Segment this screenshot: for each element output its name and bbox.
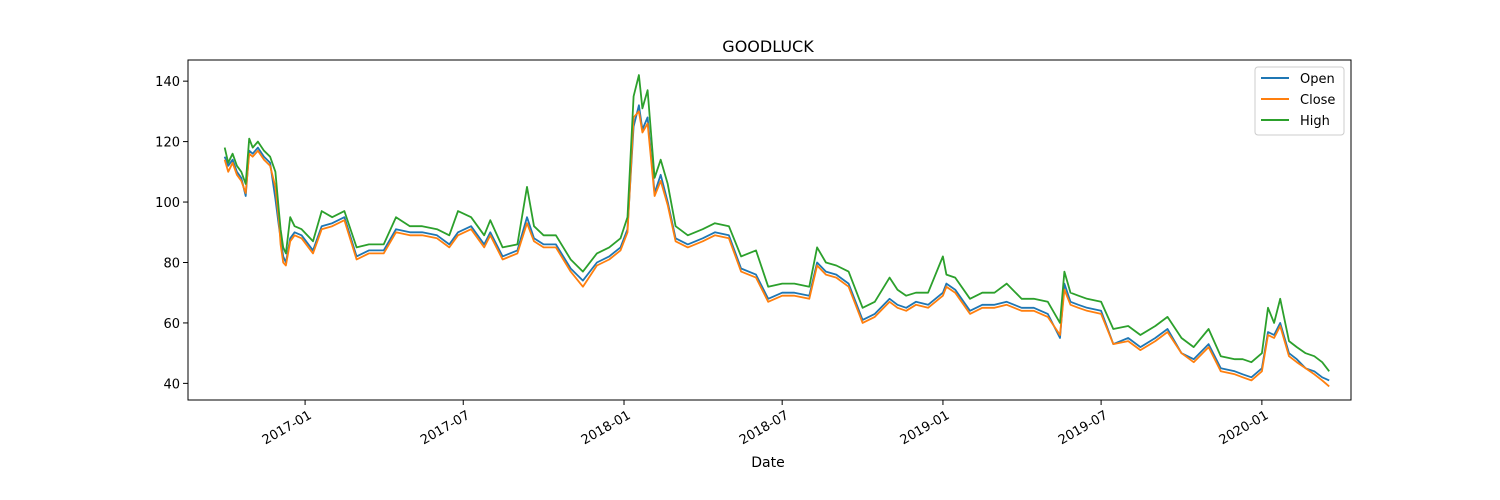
series-line-close <box>223 110 1330 388</box>
legend-label-close: Close <box>1300 93 1335 108</box>
y-tick-label: 120 <box>155 136 180 151</box>
series-line-open <box>223 104 1330 382</box>
y-tick-label: 100 <box>155 196 180 211</box>
legend-label-high: High <box>1300 114 1330 129</box>
legend: Open Close High <box>1254 66 1345 136</box>
series-line-high <box>223 74 1330 372</box>
chart-title: GOODLUCK <box>722 37 814 56</box>
plot-frame <box>187 59 1352 401</box>
y-tick-label: 40 <box>163 377 180 392</box>
y-axis: 40 60 80 100 120 140 <box>155 75 188 392</box>
y-tick-label: 80 <box>163 256 180 271</box>
plot-lines <box>223 74 1330 388</box>
legend-box <box>1254 66 1345 136</box>
legend-label-open: Open <box>1300 72 1335 87</box>
y-tick-label: 60 <box>163 317 180 332</box>
x-axis-label: Date <box>751 455 784 471</box>
y-tick-label: 140 <box>155 75 180 90</box>
